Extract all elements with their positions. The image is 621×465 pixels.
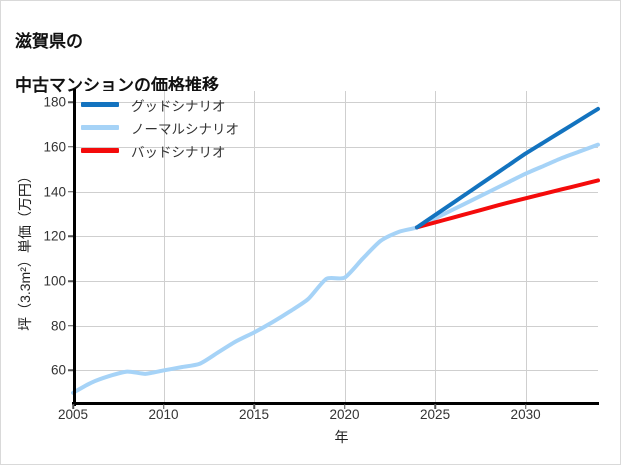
- x-tick-mark: [253, 404, 255, 409]
- series-line: [414, 178, 600, 230]
- gridline-horizontal: [73, 370, 598, 372]
- legend-color-swatch: [81, 148, 119, 153]
- x-tick-label: 2015: [238, 407, 270, 422]
- title-line-1: 滋賀県の: [15, 32, 83, 52]
- x-axis-label-text: 年: [334, 429, 349, 445]
- x-tick-mark: [343, 404, 346, 409]
- x-axis-line: [72, 402, 599, 405]
- x-tick-label: 2020: [329, 407, 360, 422]
- legend: グッドシナリオ ノーマルシナリオ バッドシナリオ: [81, 93, 239, 162]
- legend-item-label: バッドシナリオ: [131, 144, 226, 160]
- legend-color-swatch: [81, 125, 119, 130]
- title-line-2: 中古マンションの価格推移: [15, 76, 219, 96]
- legend-item-label: グッドシナリオ: [131, 98, 226, 114]
- series-lines: [71, 106, 600, 395]
- gridline-vertical: [163, 91, 165, 404]
- x-tick-label: 2025: [420, 407, 451, 422]
- legend-item[interactable]: バッドシナリオ: [81, 139, 239, 162]
- page-title: 滋賀県の 中古マンションの価格推移: [15, 9, 575, 119]
- x-tick-mark: [162, 404, 165, 409]
- gridline-vertical: [254, 91, 256, 404]
- x-tick-mark: [434, 404, 436, 409]
- gridline-vertical: [435, 91, 437, 404]
- gridline-vertical: [525, 91, 527, 404]
- y-axis-label: 坪（3.3m²）単価（万円）: [17, 169, 33, 331]
- x-tick-label: 2010: [148, 407, 179, 422]
- x-tick-label: 2005: [57, 407, 89, 422]
- x-tick-mark: [524, 404, 527, 409]
- legend-item[interactable]: ノーマルシナリオ: [81, 116, 239, 139]
- plot-area: [71, 91, 600, 404]
- series-line: [71, 142, 600, 395]
- legend-item[interactable]: グッドシナリオ: [81, 93, 239, 116]
- x-tick-label: 2030: [510, 407, 541, 422]
- gridline-horizontal: [73, 102, 598, 104]
- legend-color-swatch: [81, 102, 119, 107]
- gridline-horizontal: [73, 281, 598, 283]
- gridline-horizontal: [73, 146, 598, 148]
- series-line: [414, 106, 600, 230]
- gridline-horizontal: [73, 191, 598, 193]
- gridline-horizontal: [73, 236, 598, 238]
- legend-item-label: ノーマルシナリオ: [131, 121, 239, 137]
- gridline-vertical: [344, 91, 346, 404]
- y-axis-line: [73, 89, 76, 406]
- gridline-horizontal: [73, 325, 598, 327]
- x-axis-label: 年: [1, 427, 620, 447]
